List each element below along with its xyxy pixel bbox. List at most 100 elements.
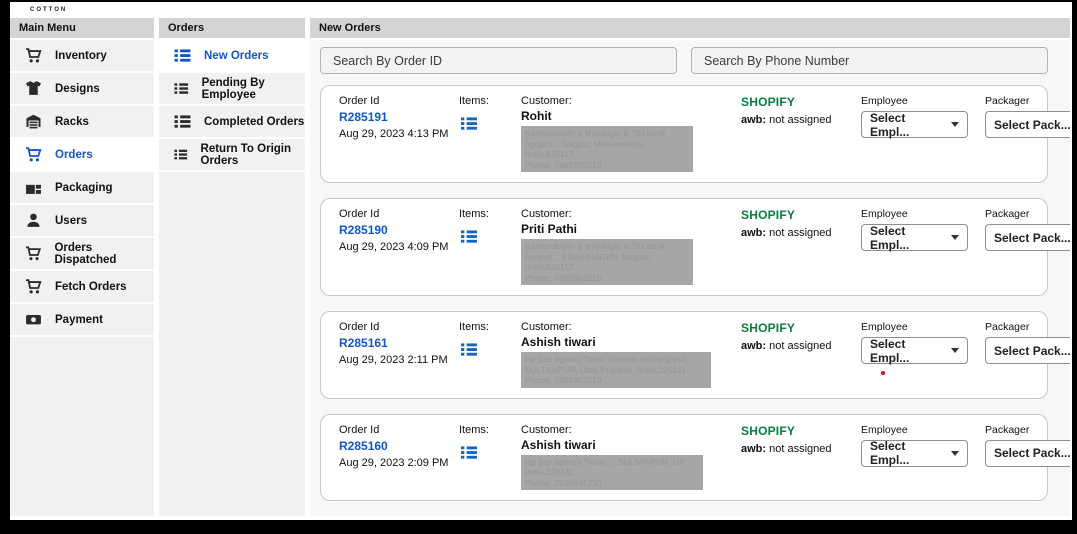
sidebar-item-designs[interactable]: Designs (10, 73, 154, 106)
items-list-icon[interactable] (459, 115, 479, 132)
customer-name: Ashish tiwari (521, 335, 596, 349)
order-id-link[interactable]: R285160 (339, 438, 388, 453)
packager-select-value: Select Pack... (994, 446, 1070, 460)
items-list-icon[interactable] (459, 444, 479, 461)
chevron-down-icon (951, 450, 959, 456)
brand-logo: COTTON (30, 7, 68, 13)
channel-badge: SHOPIFY (741, 423, 796, 438)
sidebar-item-label: Designs (55, 82, 100, 95)
address-line: SULTANPUR, Uttar Pradesh, India,226141 (525, 364, 687, 375)
items-label: Items: (459, 208, 489, 220)
address-phone-line: Phone: 7569841230 (525, 477, 602, 488)
awb-status: awb: not assigned (741, 443, 861, 455)
employee-select-value: Select Empl... (870, 110, 910, 139)
channel-block: SHOPIFY awb: not assigned (741, 208, 861, 285)
rack-icon (25, 113, 42, 130)
order-id-link[interactable]: R285161 (339, 336, 388, 350)
customer-block: Customer: Ashish tiwari Hp gas agency Ti… (521, 423, 741, 490)
order-date: Aug 29, 2023 2:09 PM (339, 456, 449, 469)
customer-label: Customer: (521, 423, 572, 436)
shirt-icon (25, 80, 42, 97)
awb-label: awb: (741, 114, 767, 126)
order-id-link[interactable]: R285190 (339, 223, 388, 237)
layout-columns: Main Menu Inventory Designs Racks Orders… (10, 18, 1072, 520)
employee-block: Employee Select Empl... (861, 321, 985, 388)
sidebar-item-users[interactable]: Users (10, 205, 154, 238)
order-id-link[interactable]: R285191 (339, 110, 388, 124)
customer-address-redacted: Hp gas agency Tiwari bhawan jaishinghpur… (521, 352, 711, 388)
packager-select[interactable]: Select Pack... (985, 224, 1070, 251)
order-id-block: Order Id R285190 Aug 29, 2023 4:09 PM (339, 208, 459, 285)
items-block: Items: (459, 321, 521, 388)
packager-select[interactable]: Select Pack... (985, 111, 1070, 138)
address-line: Hp gas agency Tiwari bhawan jaishinghpur… (525, 354, 694, 364)
awb-label: awb: (741, 227, 767, 239)
search-row (310, 40, 1070, 85)
address-line: opoject, , KRISHNAGIRI, Nagpur, (525, 251, 652, 262)
customer-address-redacted: Hp gas agency Tiwari , , SULTANPUR, UP, … (521, 454, 703, 490)
packager-select[interactable]: Select Pack... (985, 337, 1070, 364)
sidebar-item-label: Orders (55, 148, 93, 161)
employee-select[interactable]: Select Empl... (861, 337, 968, 365)
list-icon (174, 80, 189, 97)
items-label: Items: (459, 321, 489, 333)
employee-select[interactable]: Select Empl... (861, 439, 968, 467)
sidebar-item-fetch-orders[interactable]: Fetch Orders (10, 271, 154, 304)
awb-status: awb: not assigned (741, 340, 861, 352)
packager-select[interactable]: Select Pack... (985, 439, 1070, 467)
items-list-icon[interactable] (459, 341, 479, 358)
customer-address-redacted: Kamandoddy p shoolagiri tk Sbi bank opoj… (521, 126, 693, 172)
sidebar-item-label: Racks (55, 115, 89, 128)
address-line: India,635117 (525, 149, 574, 159)
employee-block: Employee Select Empl... (861, 208, 985, 285)
order-id-label: Order Id (339, 95, 380, 107)
sidebar-item-label: Packaging (55, 181, 113, 194)
search-order-id-input[interactable] (320, 47, 677, 74)
orders-submenu: Orders New Orders Pending By Employee Co… (159, 18, 305, 516)
channel-badge: SHOPIFY (741, 208, 796, 222)
sidebar-item-orders[interactable]: Orders (10, 139, 154, 172)
sidebar-item-orders-dispatched[interactable]: Orders Dispatched (10, 238, 154, 271)
sidebar-item-label: Users (55, 214, 87, 227)
items-block: Items: (459, 208, 521, 285)
submenu-item-pending-by-employee[interactable]: Pending By Employee (159, 73, 305, 106)
payment-card-icon (25, 311, 42, 328)
orders-submenu-title: Orders (159, 18, 305, 40)
packager-select-value: Select Pack... (994, 117, 1070, 132)
employee-required-dot (881, 371, 885, 375)
sidebar-item-racks[interactable]: Racks (10, 106, 154, 139)
items-list-icon[interactable] (459, 228, 479, 245)
sidebar-item-packaging[interactable]: Packaging (10, 172, 154, 205)
employee-select-value: Select Empl... (870, 439, 910, 467)
chevron-down-icon (951, 348, 959, 353)
employee-select[interactable]: Select Empl... (861, 223, 968, 252)
submenu-item-completed-orders[interactable]: Completed Orders (159, 106, 305, 139)
list-icon (174, 47, 191, 64)
employee-select-value: Select Empl... (870, 223, 910, 252)
packager-block: Packager Select Pack... (985, 424, 1070, 491)
channel-block: SHOPIFY awb: not assigned (741, 321, 861, 388)
awb-value: not assigned (769, 340, 832, 352)
packager-label: Packager (985, 423, 1030, 436)
order-id-label: Order Id (339, 208, 380, 220)
employee-label: Employee (861, 423, 908, 436)
submenu-item-new-orders[interactable]: New Orders (159, 40, 305, 73)
packager-label: Packager (985, 95, 1030, 107)
awb-label: awb: (741, 442, 767, 455)
submenu-item-label: Completed Orders (204, 115, 305, 128)
order-date: Aug 29, 2023 2:11 PM (339, 354, 448, 366)
items-block: Items: (459, 424, 521, 491)
search-phone-input[interactable] (691, 47, 1048, 74)
employee-label: Employee (861, 208, 908, 220)
sidebar-item-payment[interactable]: Payment (10, 304, 154, 337)
sidebar-item-inventory[interactable]: Inventory (10, 40, 154, 73)
submenu-item-return-to-origin[interactable]: Return To Origin Orders (159, 139, 305, 172)
customer-block: Customer: Ashish tiwari Hp gas agency Ti… (521, 321, 741, 388)
order-date: Aug 29, 2023 4:09 PM (339, 241, 449, 253)
employee-select[interactable]: Select Empl... (861, 110, 968, 139)
customer-name: Ashish tiwari (521, 437, 596, 452)
customer-name: Rohit (521, 109, 552, 123)
items-label: Items: (459, 423, 489, 436)
main-menu-sidebar: Main Menu Inventory Designs Racks Orders… (10, 18, 154, 516)
list-icon (174, 146, 188, 163)
